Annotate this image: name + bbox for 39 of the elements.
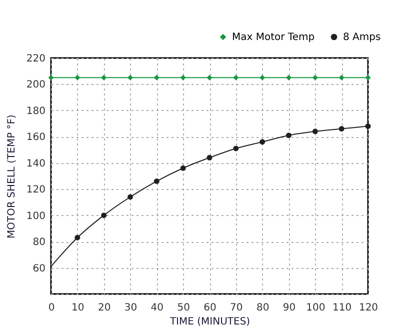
point [365,74,371,80]
point [286,74,292,80]
point [48,74,54,80]
x-tick-label: 30 [124,302,138,314]
y-tick-label: 140 [26,158,46,170]
y-tick-label: 220 [26,54,46,64]
point [128,74,133,80]
x-tick-label: 10 [72,302,84,314]
point [338,74,344,80]
x-tick-label: 40 [150,302,164,314]
x-tick-label: 110 [332,302,352,314]
x-tick-label: 0 [48,302,55,314]
x-tick-label: 120 [358,302,378,314]
y-tick-label: 180 [26,106,46,117]
y-tick-label: 200 [26,80,46,91]
x-tick-label: 90 [282,302,296,314]
point [233,74,239,80]
point [101,74,107,80]
x-tick-label: 100 [306,302,326,314]
x-tick-label: 80 [256,302,270,314]
point [74,74,80,80]
y-axis-title: MOTOR SHELL (TEMP °F) [6,114,18,238]
y-tick-label: 160 [26,132,46,144]
x-tick-label: 50 [177,302,190,314]
x-tick-label: 20 [98,302,111,314]
legend-label: 8 Amps [343,32,381,43]
y-tick-label: 80 [32,237,46,248]
point [154,74,160,80]
legend-label: Max Motor Temp [232,32,315,43]
point [206,74,212,80]
y-tick-label: 120 [26,184,46,196]
point [180,74,186,80]
x-tick-label: 60 [204,302,216,314]
point [260,74,266,80]
point [312,74,318,80]
y-tick-label: 60 [32,263,46,274]
y-tick-label: 100 [26,210,46,222]
x-axis-title: TIME (MINUTES) [168,316,250,328]
x-tick-label: 70 [230,302,243,314]
